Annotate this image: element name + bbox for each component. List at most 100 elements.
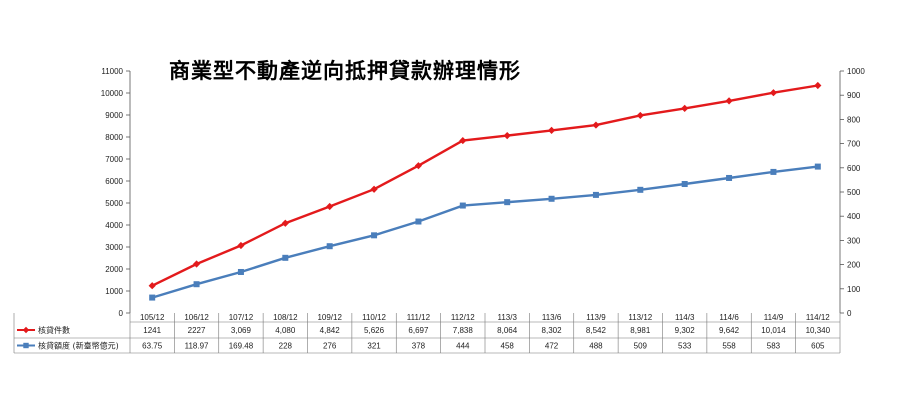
left-axis-tick-label: 0 xyxy=(119,309,124,318)
left-axis-tick-label: 2000 xyxy=(105,265,123,274)
data-point xyxy=(326,202,334,211)
data-label: 8,064 xyxy=(497,326,518,335)
data-label: 7,838 xyxy=(453,326,474,335)
data-point xyxy=(414,162,423,170)
x-axis-tick-label: 114/3 xyxy=(675,313,695,322)
x-axis-tick-label: 114/12 xyxy=(806,313,830,322)
left-axis-tick-label: 8000 xyxy=(105,133,123,142)
data-point xyxy=(237,241,245,250)
data-point xyxy=(814,81,822,90)
series-line-1 xyxy=(151,84,818,287)
x-axis-tick-label: 113/3 xyxy=(497,313,517,322)
data-label: 378 xyxy=(412,342,426,351)
data-point xyxy=(770,168,777,175)
data-table: 105/12 106/12 107/12 108/12 109/12 110/12 111/… xyxy=(13,313,841,354)
x-axis-tick-label: 110/12 xyxy=(362,313,386,322)
data-label: 8,302 xyxy=(542,326,563,335)
data-point xyxy=(592,121,600,129)
left-axis-tick-label: 5000 xyxy=(105,199,123,208)
data-label: 458 xyxy=(501,342,515,351)
legend-marker-1 xyxy=(22,326,30,334)
data-point xyxy=(504,199,511,206)
data-label: 169.48 xyxy=(229,342,254,351)
right-axis-tick-label: 0 xyxy=(847,309,852,318)
data-point xyxy=(237,268,244,275)
left-axis-tick-label: 3000 xyxy=(105,243,123,252)
right-axis-tick-label: 300 xyxy=(847,236,861,245)
data-label: 9,302 xyxy=(675,326,696,335)
series-lines xyxy=(148,81,822,301)
data-label: 583 xyxy=(767,342,781,351)
data-point xyxy=(637,186,644,193)
data-label: 228 xyxy=(279,342,293,351)
data-label: 558 xyxy=(722,342,736,351)
data-point xyxy=(149,294,156,301)
data-label: 10,014 xyxy=(761,326,786,335)
chart-title: 商業型不動產逆向抵押貸款辦理情形 xyxy=(169,58,521,83)
data-point xyxy=(281,219,289,227)
x-axis-tick-label: 106/12 xyxy=(184,313,209,322)
right-axis-tick-label: 100 xyxy=(847,285,861,294)
data-point xyxy=(326,243,333,250)
data-label: 3,069 xyxy=(231,326,252,335)
data-point xyxy=(814,163,821,170)
data-point xyxy=(503,131,511,140)
left-axis-tick-label: 1000 xyxy=(105,287,123,296)
data-point xyxy=(681,181,688,188)
data-point xyxy=(192,260,201,268)
data-label: 472 xyxy=(545,342,559,351)
data-point xyxy=(459,202,466,209)
legend-label-1: 核貸件數 xyxy=(38,325,70,335)
x-axis-tick-label: 114/6 xyxy=(719,313,739,322)
x-axis-tick-label: 113/12 xyxy=(628,313,652,322)
data-label: 1241 xyxy=(143,326,161,335)
axes: 0100020003000400050006000700080009000100… xyxy=(101,67,866,318)
data-point xyxy=(592,191,599,198)
right-axis-tick-label: 500 xyxy=(847,188,861,197)
x-axis-tick-label: 108/12 xyxy=(273,313,298,322)
data-point xyxy=(636,111,644,120)
data-label: 321 xyxy=(367,342,381,351)
data-label: 533 xyxy=(678,342,692,351)
right-axis-tick-label: 900 xyxy=(847,91,861,100)
x-axis-tick-label: 111/12 xyxy=(407,313,431,322)
legend-label-2: 核貸額度 (新臺幣億元) xyxy=(38,341,119,351)
right-axis-tick-label: 700 xyxy=(847,140,861,149)
data-label: 9,642 xyxy=(719,326,740,335)
right-axis-tick-label: 200 xyxy=(847,261,861,270)
data-label: 2227 xyxy=(188,326,206,335)
data-label: 8,542 xyxy=(586,326,607,335)
data-point xyxy=(725,97,733,105)
data-point xyxy=(681,104,689,112)
data-label: 10,340 xyxy=(806,326,831,335)
data-label: 444 xyxy=(456,342,470,351)
data-label: 8,981 xyxy=(630,326,651,335)
right-axis-tick-label: 600 xyxy=(847,164,861,173)
right-axis-tick-label: 800 xyxy=(847,115,861,124)
x-axis-tick-label: 105/12 xyxy=(140,313,165,322)
data-point xyxy=(459,136,467,145)
left-axis-tick-label: 11000 xyxy=(101,67,123,76)
series-line-2 xyxy=(151,165,818,299)
left-axis-tick-label: 9000 xyxy=(105,111,123,120)
data-point xyxy=(371,232,378,239)
data-label: 118.97 xyxy=(185,342,209,351)
data-label: 5,626 xyxy=(364,326,385,335)
x-axis-tick-label: 107/12 xyxy=(229,313,254,322)
data-label: 6,697 xyxy=(408,326,429,335)
data-point xyxy=(370,185,378,193)
data-label: 509 xyxy=(634,342,648,351)
data-point xyxy=(726,174,733,181)
x-axis-tick-label: 114/9 xyxy=(764,313,784,322)
left-axis-tick-label: 7000 xyxy=(105,155,123,164)
right-axis-tick-label: 1000 xyxy=(847,67,865,76)
right-axis-tick-label: 400 xyxy=(847,212,861,221)
data-point xyxy=(548,195,555,202)
data-point xyxy=(193,281,200,288)
data-point xyxy=(282,254,289,261)
x-axis-tick-label: 113/6 xyxy=(542,313,562,322)
left-axis-tick-label: 6000 xyxy=(105,177,123,186)
data-point xyxy=(547,126,556,134)
x-axis-tick-label: 112/12 xyxy=(451,313,475,322)
